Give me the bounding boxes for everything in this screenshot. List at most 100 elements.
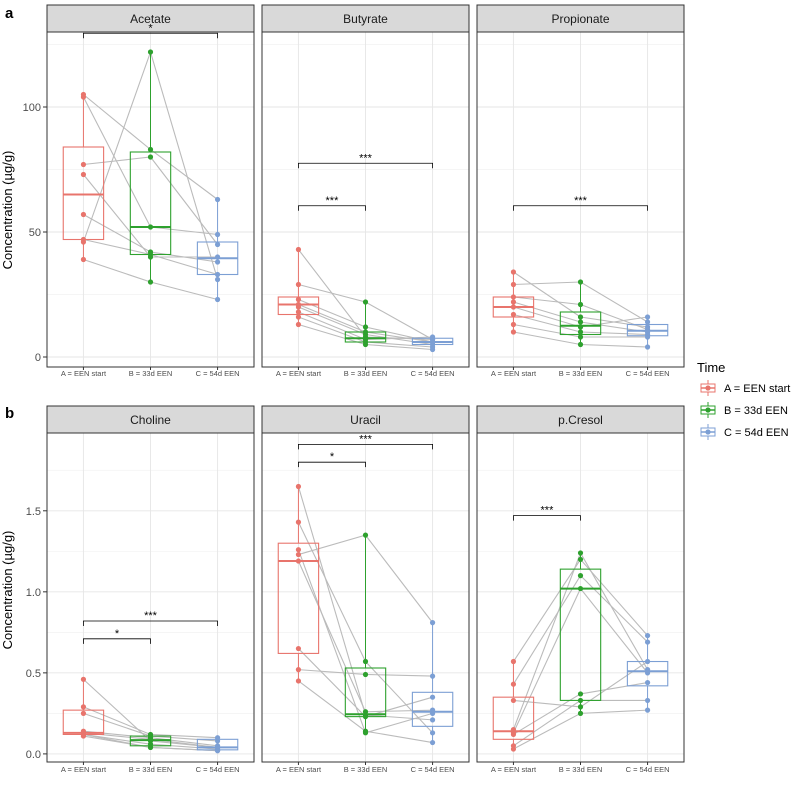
x-tick-label: C = 54d EEN [411,369,455,378]
data-point [362,532,369,538]
significance-label: *** [574,195,588,207]
data-point [577,319,584,325]
box [492,696,535,740]
data-point [510,304,517,310]
significance-label: *** [541,505,555,517]
significance-label: *** [359,152,373,164]
significance-bracket [298,461,366,468]
data-point [644,344,651,350]
data-point [644,697,651,704]
data-point [510,299,517,305]
box [277,542,320,654]
data-point [510,311,517,318]
facet-uracil: Uracil****A = EEN start B = 33d EEN C = 54… [261,405,470,774]
data-point [577,329,584,335]
x-tick-label: B = 33d EEN [559,369,603,378]
data-point [429,710,436,716]
facet-title: p.Cresol [558,413,603,427]
data-point [362,714,369,720]
y-axis-label-bottom: Concentration (µg/g) [0,531,15,650]
y-axis-label-top: Concentration (µg/g) [0,151,15,270]
data-point [510,281,517,288]
legend-label-b: B = 33d EEN [724,405,788,417]
data-point [295,304,302,310]
data-point [147,254,154,260]
data-point [510,294,517,300]
data-point [577,697,584,704]
data-point [295,246,302,253]
data-point [510,746,517,752]
data-point [644,334,651,340]
significance-bracket [83,638,151,644]
legend-title: Time [697,360,725,375]
data-point [214,254,221,260]
y-tick-label: 0 [35,352,41,364]
data-point [80,211,87,218]
data-point [80,256,87,263]
facet-acetate: Acetate* 0 50 100 A = EEN start B = 33d EEN C … [23,4,255,378]
significance-label: * [330,451,335,463]
data-point [295,296,302,303]
y-tick-label: 0.0 [26,749,41,761]
data-point [362,341,369,348]
data-point [147,146,154,153]
data-point [429,694,436,700]
significance-bracket [298,162,433,169]
data-point [362,671,369,678]
data-point [214,196,221,203]
y-tick-label: 100 [23,102,41,114]
legend-label-a: A = EEN start [724,383,790,395]
data-point [80,239,87,245]
data-point [577,691,584,697]
legend-key [699,401,717,419]
data-point [429,673,436,679]
data-point [147,224,154,230]
legend-key-point [705,385,711,391]
data-point [644,314,651,320]
facet-strip [46,4,255,33]
facet-strip [476,405,685,434]
legend-key-point [705,429,711,435]
data-point [214,259,221,265]
x-tick-label: A = EEN start [491,765,537,774]
data-point [362,658,369,665]
data-point [295,547,302,553]
data-point [510,731,517,738]
significance-label: *** [144,610,158,622]
data-point [147,49,154,55]
data-point [80,704,87,710]
x-tick-label: B = 33d EEN [129,765,173,774]
data-point [577,556,584,563]
legend-key [699,423,717,441]
data-point [80,710,87,716]
x-tick-label: A = EEN start [276,765,322,774]
data-point [214,241,221,248]
data-point [295,483,302,490]
data-point [362,299,369,305]
x-tick-label: C = 54d EEN [626,765,670,774]
data-point [429,717,436,723]
data-point [577,341,584,348]
data-point [510,697,517,704]
data-point [577,334,584,340]
panel-label-b: b [5,405,14,422]
data-point [214,738,221,744]
data-point [510,681,517,687]
data-point [147,154,154,160]
significance-label: * [148,22,153,34]
data-point [295,678,302,684]
legend: Time A = EEN start B = 33d EEN C = 54d E… [697,360,790,441]
x-tick-label: A = EEN start [61,369,107,378]
data-point [577,573,584,579]
facet-title: Uracil [350,413,381,427]
data-point [295,551,302,558]
data-point [429,730,436,736]
x-tick-label: A = EEN start [61,765,107,774]
legend-key [699,379,717,397]
y-tick-label: 1.5 [26,506,41,518]
data-point [147,279,154,285]
data-point [644,639,651,645]
data-point [510,658,517,665]
